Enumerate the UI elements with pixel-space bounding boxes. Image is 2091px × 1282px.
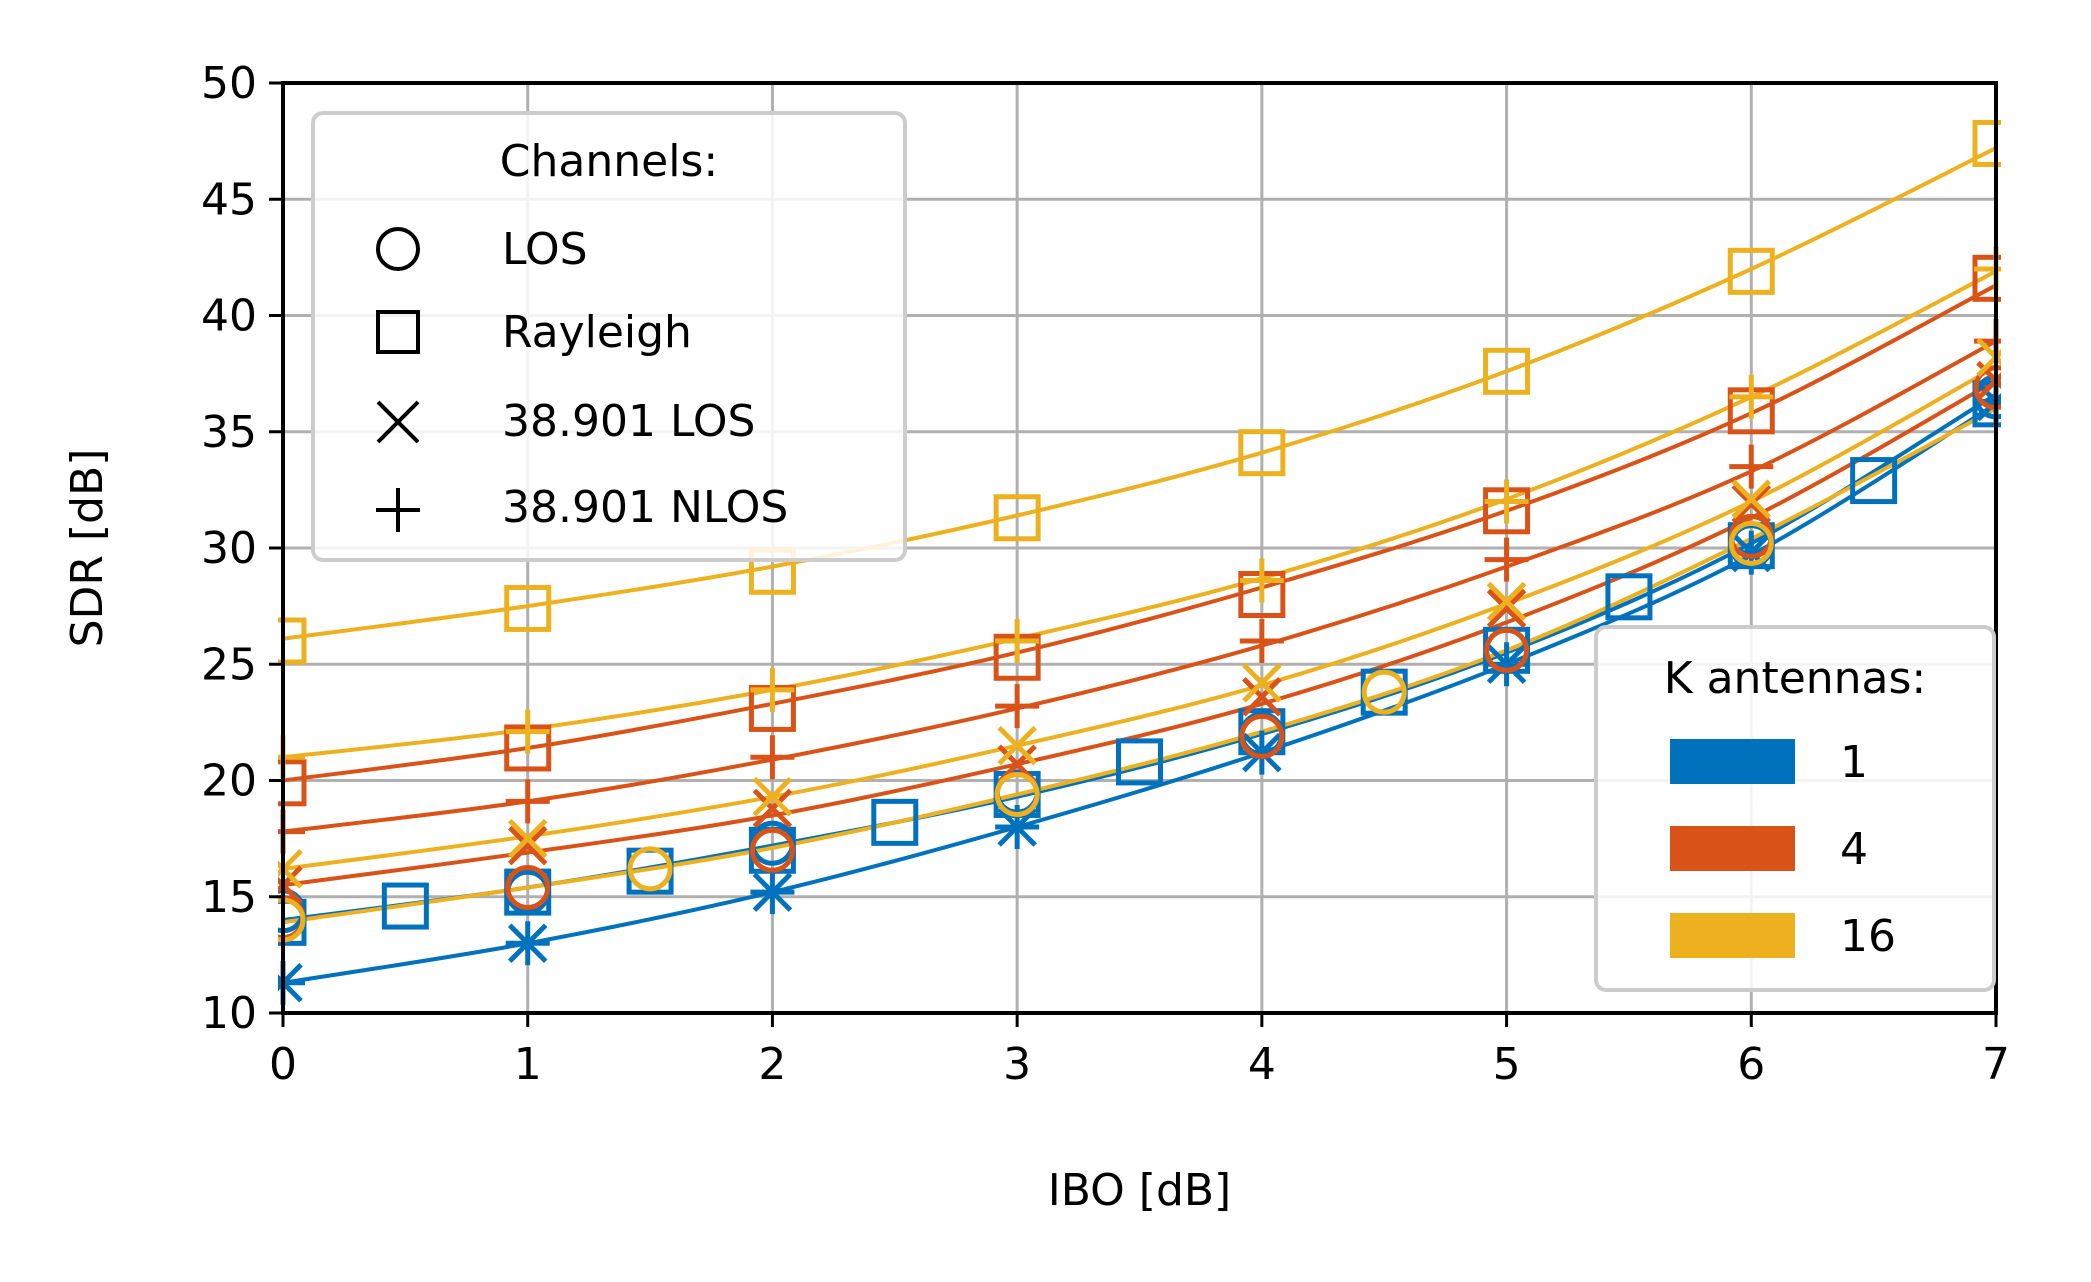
- x-tick-label: 0: [269, 1039, 297, 1090]
- data-point-x: [1242, 663, 1282, 703]
- y-tick-label: 30: [201, 523, 257, 574]
- data-point-x: [752, 777, 793, 817]
- data-point-plus: [1239, 619, 1284, 663]
- legend-item-k4: 4: [1670, 824, 1868, 875]
- y-tick-label: 15: [201, 872, 257, 923]
- legend-item-label: 1: [1840, 737, 1868, 788]
- data-point-plus: [1729, 374, 1774, 419]
- x-tick-label: 4: [1248, 1039, 1276, 1090]
- y-tick-label: 50: [201, 58, 257, 109]
- color-swatch: [1670, 913, 1795, 958]
- data-point-x: [507, 825, 548, 866]
- legend-channels-title: Channels:: [500, 136, 718, 187]
- circle-marker-icon: [376, 227, 420, 271]
- data-point-square: [993, 494, 1041, 542]
- x-axis-label: IBO [dB]: [1048, 1165, 1231, 1216]
- data-point-plus: [750, 667, 795, 712]
- data-point-circle: [1361, 669, 1407, 715]
- data-point-plus: [750, 870, 795, 915]
- legend-item-label: 38.901 NLOS: [502, 482, 788, 533]
- legend-item-label: Rayleigh: [502, 307, 692, 358]
- legend-item-k16: 16: [1670, 911, 1896, 962]
- color-swatch: [1670, 826, 1795, 871]
- square-marker-icon: [376, 310, 420, 354]
- data-point-x: [1486, 588, 1527, 629]
- legend-channels-box: [311, 111, 907, 562]
- data-point-plus: [1484, 537, 1529, 582]
- legend-antennas: K antennas: 1 4 16: [1594, 625, 1996, 992]
- data-point-square: [1238, 429, 1286, 477]
- data-point-square: [1483, 347, 1531, 395]
- legend-item-38901-nlos: 38.901 NLOS: [376, 482, 788, 533]
- legend-antennas-box: [1594, 625, 1996, 992]
- data-point-plus: [505, 709, 550, 754]
- plus-marker-icon: [376, 488, 420, 532]
- data-point-x: [507, 818, 548, 859]
- y-tick-label: 10: [201, 988, 257, 1039]
- data-point-circle: [1239, 713, 1285, 759]
- legend-channels: Channels: LOS Rayleigh 38.901 LOS 38.901…: [311, 111, 907, 562]
- data-point-x: [1731, 479, 1772, 519]
- data-point-plus: [995, 619, 1040, 663]
- y-tick-label: 25: [201, 639, 257, 690]
- data-point-x: [1731, 484, 1772, 524]
- data-point-circle: [749, 827, 795, 873]
- y-tick-label: 45: [201, 174, 257, 225]
- legend-antennas-title: K antennas:: [1664, 653, 1927, 704]
- y-tick-label: 40: [201, 291, 257, 342]
- data-point-plus: [750, 735, 795, 780]
- data-point-circle: [627, 846, 673, 892]
- x-tick-label: 2: [758, 1039, 786, 1090]
- legend-item-38901-los: 38.901 LOS: [376, 396, 755, 447]
- x-tick-label: 7: [1982, 1039, 2010, 1090]
- data-point-square: [1605, 573, 1653, 621]
- fit-curve: [282, 339, 1997, 834]
- legend-item-label: LOS: [502, 224, 588, 275]
- color-swatch: [1670, 739, 1795, 784]
- fit-curve: [282, 364, 1997, 871]
- data-point-plus: [1729, 444, 1774, 489]
- data-point-circle: [1728, 520, 1774, 566]
- legend-item-los: LOS: [376, 224, 588, 275]
- data-point-square: [504, 584, 552, 632]
- data-point-plus: [1484, 479, 1529, 524]
- series-circle-k16: [278, 520, 1774, 943]
- data-point-plus: [505, 779, 550, 824]
- legend-item-k1: 1: [1670, 737, 1868, 788]
- data-point-square: [1850, 457, 1898, 505]
- x-tick-label: 5: [1493, 1039, 1521, 1090]
- legend-item-label: 4: [1840, 824, 1868, 875]
- data-point-x: [997, 725, 1037, 766]
- data-point-square: [381, 882, 429, 930]
- series-plus-k16: [278, 247, 2001, 780]
- legend-item-rayleigh: Rayleigh: [376, 307, 692, 358]
- y-tick-label: 35: [201, 407, 257, 458]
- data-point-square: [871, 798, 919, 846]
- data-point-circle: [994, 771, 1040, 817]
- data-point-square: [1116, 738, 1163, 786]
- x-tick-label: 1: [514, 1039, 542, 1090]
- x-marker-icon: [376, 400, 420, 444]
- y-tick-label: 20: [201, 756, 257, 807]
- legend-item-label: 16: [1840, 911, 1896, 962]
- data-point-plus: [1239, 558, 1284, 603]
- x-tick-label: 6: [1737, 1039, 1765, 1090]
- data-point-x: [1242, 677, 1282, 717]
- data-point-plus: [995, 684, 1040, 729]
- legend-item-label: 38.901 LOS: [502, 396, 755, 447]
- y-axis-label: SDR [dB]: [62, 449, 113, 648]
- data-point-x: [1486, 581, 1527, 622]
- x-tick-label: 3: [1003, 1039, 1031, 1090]
- data-point-plus: [505, 921, 550, 966]
- data-point-circle: [505, 864, 551, 910]
- data-point-x: [752, 788, 793, 829]
- data-point-square: [1727, 247, 1775, 295]
- data-point-circle: [1484, 627, 1530, 673]
